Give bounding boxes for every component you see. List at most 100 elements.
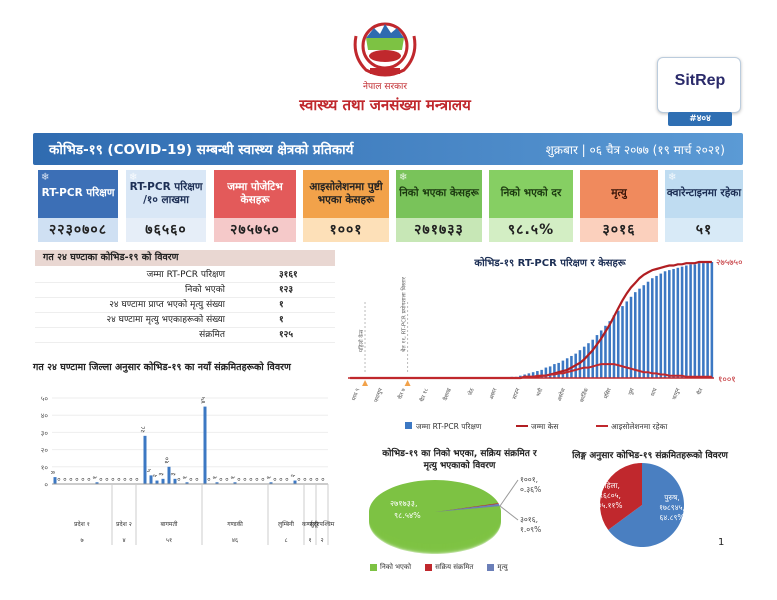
bar-value-label: ० bbox=[61, 478, 69, 481]
y-tick-label: १० bbox=[41, 464, 49, 472]
tests-bar bbox=[604, 325, 607, 378]
bar-value-label: ० bbox=[55, 478, 63, 481]
stat-card: निको भएको दर ९८.५% bbox=[489, 170, 573, 242]
district-bar bbox=[149, 475, 153, 484]
stat-card-label: क्वारेन्टाइनमा रहेका bbox=[665, 170, 743, 218]
tests-bar bbox=[531, 372, 535, 378]
district-bar bbox=[203, 406, 207, 484]
legend-item: सक्रिय संक्रमित bbox=[425, 563, 473, 572]
tests-bar bbox=[668, 270, 671, 378]
bar-value-label: ० bbox=[67, 478, 75, 481]
stat-card-value: ३०१६ bbox=[580, 218, 658, 242]
bar-value-label: २ bbox=[289, 474, 297, 477]
bar-value-label: ० bbox=[205, 478, 213, 481]
pie-slice-label: ३०१६, bbox=[520, 515, 538, 524]
bar-value-label: ० bbox=[223, 478, 231, 481]
snowflake-icon: ❄ bbox=[129, 172, 138, 183]
district-bar bbox=[155, 480, 159, 484]
summary-row: निको भएको १२३ bbox=[35, 283, 335, 298]
tests-bar bbox=[676, 267, 680, 378]
x-tick-label: असार bbox=[489, 387, 499, 401]
bar-value-label: ० bbox=[115, 478, 123, 481]
tests-bar bbox=[548, 366, 552, 378]
x-tick-label: कार्तिक bbox=[579, 387, 591, 404]
snowflake-icon: ❄ bbox=[399, 172, 408, 183]
trend-title: कोभिड-१९ RT-PCR परिक्षण र केसहरू bbox=[473, 256, 626, 269]
tests-bar bbox=[591, 339, 594, 378]
province-label: बागमती bbox=[161, 520, 178, 528]
y-tick-label: ४० bbox=[41, 412, 49, 420]
tests-bar bbox=[651, 278, 654, 378]
stat-card: क्वारेन्टाइनमा रहेका ५१ ❄ bbox=[665, 170, 743, 242]
y-tick-label: ५० bbox=[41, 395, 49, 403]
government-name: नेपाल सरकार bbox=[362, 82, 408, 92]
tests-bar bbox=[621, 306, 624, 378]
sitrep-badge: SitRep #४०४ bbox=[657, 57, 741, 126]
district-bar bbox=[233, 482, 237, 484]
district-bar bbox=[173, 478, 177, 484]
tests-bar bbox=[557, 362, 560, 378]
bar-value-label: १ bbox=[229, 476, 237, 479]
district-chart-title: गत २४ घण्टामा जिल्ला अनुसार कोभिड-१९ का … bbox=[33, 362, 291, 373]
summary-label: संक्रमित bbox=[199, 330, 225, 340]
province-total: ८ bbox=[284, 537, 287, 544]
pie-slice-label: ३५.११% bbox=[597, 501, 622, 510]
district-bar bbox=[95, 482, 99, 484]
x-tick-label: पुस bbox=[628, 387, 636, 396]
legend-item: निको भएको bbox=[370, 563, 411, 572]
bar-value-label: ० bbox=[307, 478, 315, 481]
pie-slice-label: १७८९४५, bbox=[659, 503, 685, 512]
province-total: १ bbox=[308, 537, 311, 544]
stat-card-value: ९८.५% bbox=[489, 218, 573, 242]
bar-value-label: ० bbox=[259, 478, 267, 481]
tests-bar bbox=[616, 310, 620, 378]
tests-bar bbox=[697, 263, 701, 378]
bar-value-label: १ bbox=[181, 476, 189, 479]
tests-bar bbox=[642, 285, 646, 378]
pie-slice bbox=[368, 480, 501, 544]
summary-value: १ bbox=[279, 315, 284, 325]
stat-card-value: २७५७५० bbox=[214, 218, 296, 242]
province-label: लुम्बिनी bbox=[278, 520, 294, 528]
province-total: ७ bbox=[80, 537, 83, 544]
legend-label: जम्मा केस bbox=[531, 422, 559, 431]
bar-value-label: ० bbox=[133, 478, 141, 481]
legend-label: सक्रिय संक्रमित bbox=[435, 563, 474, 571]
tests-bar bbox=[544, 367, 548, 378]
bar-value-label: ० bbox=[85, 478, 93, 481]
tests-bar bbox=[625, 301, 629, 378]
bar-value-label: ० bbox=[175, 478, 183, 481]
snowflake-icon: ❄ bbox=[41, 172, 50, 183]
report-date: शुक्रबार | ०६ चैत्र २०७७ (१९ मार्च २०२१) bbox=[545, 143, 725, 157]
snowflake-icon: ❄ bbox=[668, 172, 677, 183]
bar-value-label: ० bbox=[283, 478, 291, 481]
bar-value-label: ० bbox=[187, 478, 195, 481]
legend-label: आइसोलेशनमा रहेका bbox=[611, 422, 668, 431]
district-bar bbox=[167, 466, 171, 484]
pie-slice-label: पुरुष, bbox=[664, 493, 679, 503]
stat-card: जम्मा पोजेटिभ केसहरू २७५७५० bbox=[214, 170, 296, 242]
stat-card: आइसोलेशनमा पुष्टी भएका केसहरू १००१ bbox=[303, 170, 389, 242]
total-cases-end-label: २७५७५० bbox=[716, 258, 743, 268]
sitrep-title: SitRep bbox=[674, 72, 726, 89]
trend-line-chart: कोभिड-१९ RT-PCR परिक्षण र केसहरू २७५७५० १०… bbox=[348, 256, 743, 431]
bar-value-label: १ bbox=[265, 476, 273, 479]
province-label: गण्डकी bbox=[227, 520, 243, 528]
district-bar bbox=[143, 435, 147, 484]
x-tick-label: भदौ bbox=[535, 387, 545, 398]
legend-item: मृत्यु bbox=[487, 563, 508, 572]
outcome-pie-title: कोभिड-१९ का निको भएका, सक्रिय संक्रमित र… bbox=[382, 449, 537, 472]
stat-card: RT-PCR परिक्षण /१० लाखमा ७६५६० ❄ bbox=[126, 170, 206, 242]
bar-value-label: ४ bbox=[49, 470, 57, 474]
tests-bar bbox=[693, 264, 697, 378]
district-bar bbox=[293, 480, 297, 484]
bar-value-label: ३ bbox=[169, 472, 177, 475]
tests-bar bbox=[553, 364, 556, 378]
district-bar bbox=[161, 478, 165, 484]
province-label: प्रदेश १ bbox=[74, 520, 90, 528]
bar-value-label: ० bbox=[217, 478, 225, 481]
legend-swatch bbox=[370, 563, 377, 571]
x-tick-label: चैत १८ bbox=[419, 387, 430, 403]
stat-card-value: ७६५६० bbox=[126, 218, 206, 242]
report-title-band: कोभिड-१९ (COVID-19) सम्बन्धी स्वास्थ्य क… bbox=[33, 133, 743, 165]
